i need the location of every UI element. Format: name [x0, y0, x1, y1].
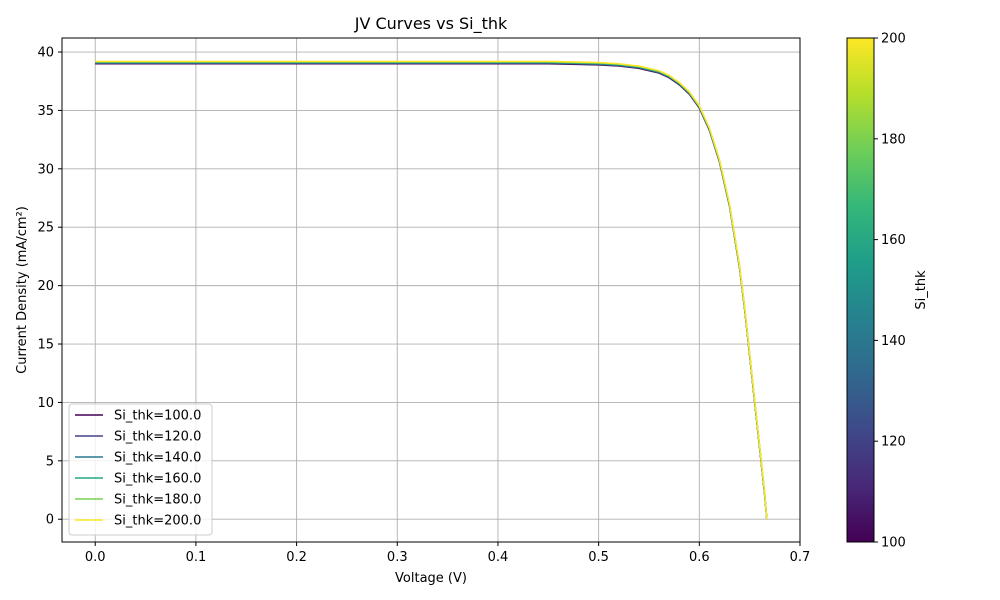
plot-frame — [61, 37, 801, 543]
y-tick-label: 25 — [37, 221, 54, 236]
y-tick-label: 35 — [37, 104, 54, 119]
x-tick-label: 0.1 — [186, 550, 207, 565]
y-tick-label: 30 — [37, 162, 54, 177]
colorbar-ticks: 100 120 140 160 180 200 — [874, 32, 906, 551]
x-axis-label: Voltage (V) — [395, 571, 467, 586]
colorbar-tick-label: 160 — [881, 233, 906, 248]
legend: Si_thk=100.0 Si_thk=120.0 Si_thk=140.0 Si_t… — [68, 403, 213, 536]
legend-entry: Si_thk=120.0 — [114, 430, 201, 445]
legend-entry: Si_thk=160.0 — [114, 472, 201, 487]
legend-entry: Si_thk=180.0 — [114, 493, 201, 508]
legend-entry: Si_thk=140.0 — [114, 451, 201, 466]
y-tick-label: 10 — [37, 396, 54, 411]
x-tick-label: 0.6 — [689, 550, 710, 565]
plot-lines — [95, 60, 768, 520]
y-axis-ticks: 0 5 10 15 20 25 30 35 40 — [37, 46, 62, 528]
x-tick-label: 0.7 — [790, 550, 811, 565]
colorbar: 100 120 140 160 180 200 Si_thk — [846, 32, 929, 551]
legend-entry: Si_thk=200.0 — [114, 514, 201, 529]
colorbar-gradient — [846, 37, 875, 543]
y-tick-label: 0 — [46, 513, 54, 528]
y-axis-label: Current Density (mA/cm²) — [15, 206, 30, 374]
x-tick-label: 0.2 — [286, 550, 307, 565]
colorbar-tick-label: 200 — [881, 32, 906, 47]
y-tick-label: 20 — [37, 279, 54, 294]
colorbar-tick-label: 140 — [881, 334, 906, 349]
chart-title: JV Curves vs Si_thk — [354, 14, 508, 34]
legend-entry: Si_thk=100.0 — [114, 409, 201, 424]
y-tick-label: 15 — [37, 338, 54, 353]
colorbar-label: Si_thk — [914, 270, 929, 310]
colorbar-tick-label: 120 — [881, 435, 906, 450]
colorbar-tick-label: 100 — [881, 536, 906, 551]
legend-frame — [68, 403, 213, 536]
x-tick-label: 0.3 — [387, 550, 408, 565]
colorbar-tick-label: 180 — [881, 132, 906, 147]
x-axis-ticks: 0.0 0.1 0.2 0.3 0.4 0.5 0.6 0.7 — [85, 542, 810, 565]
x-tick-label: 0.5 — [588, 550, 609, 565]
grid — [62, 38, 801, 542]
series-line — [95, 60, 768, 520]
x-tick-label: 0.4 — [488, 550, 509, 565]
x-tick-label: 0.0 — [85, 550, 106, 565]
y-tick-label: 5 — [46, 454, 54, 469]
y-tick-label: 40 — [37, 46, 54, 61]
